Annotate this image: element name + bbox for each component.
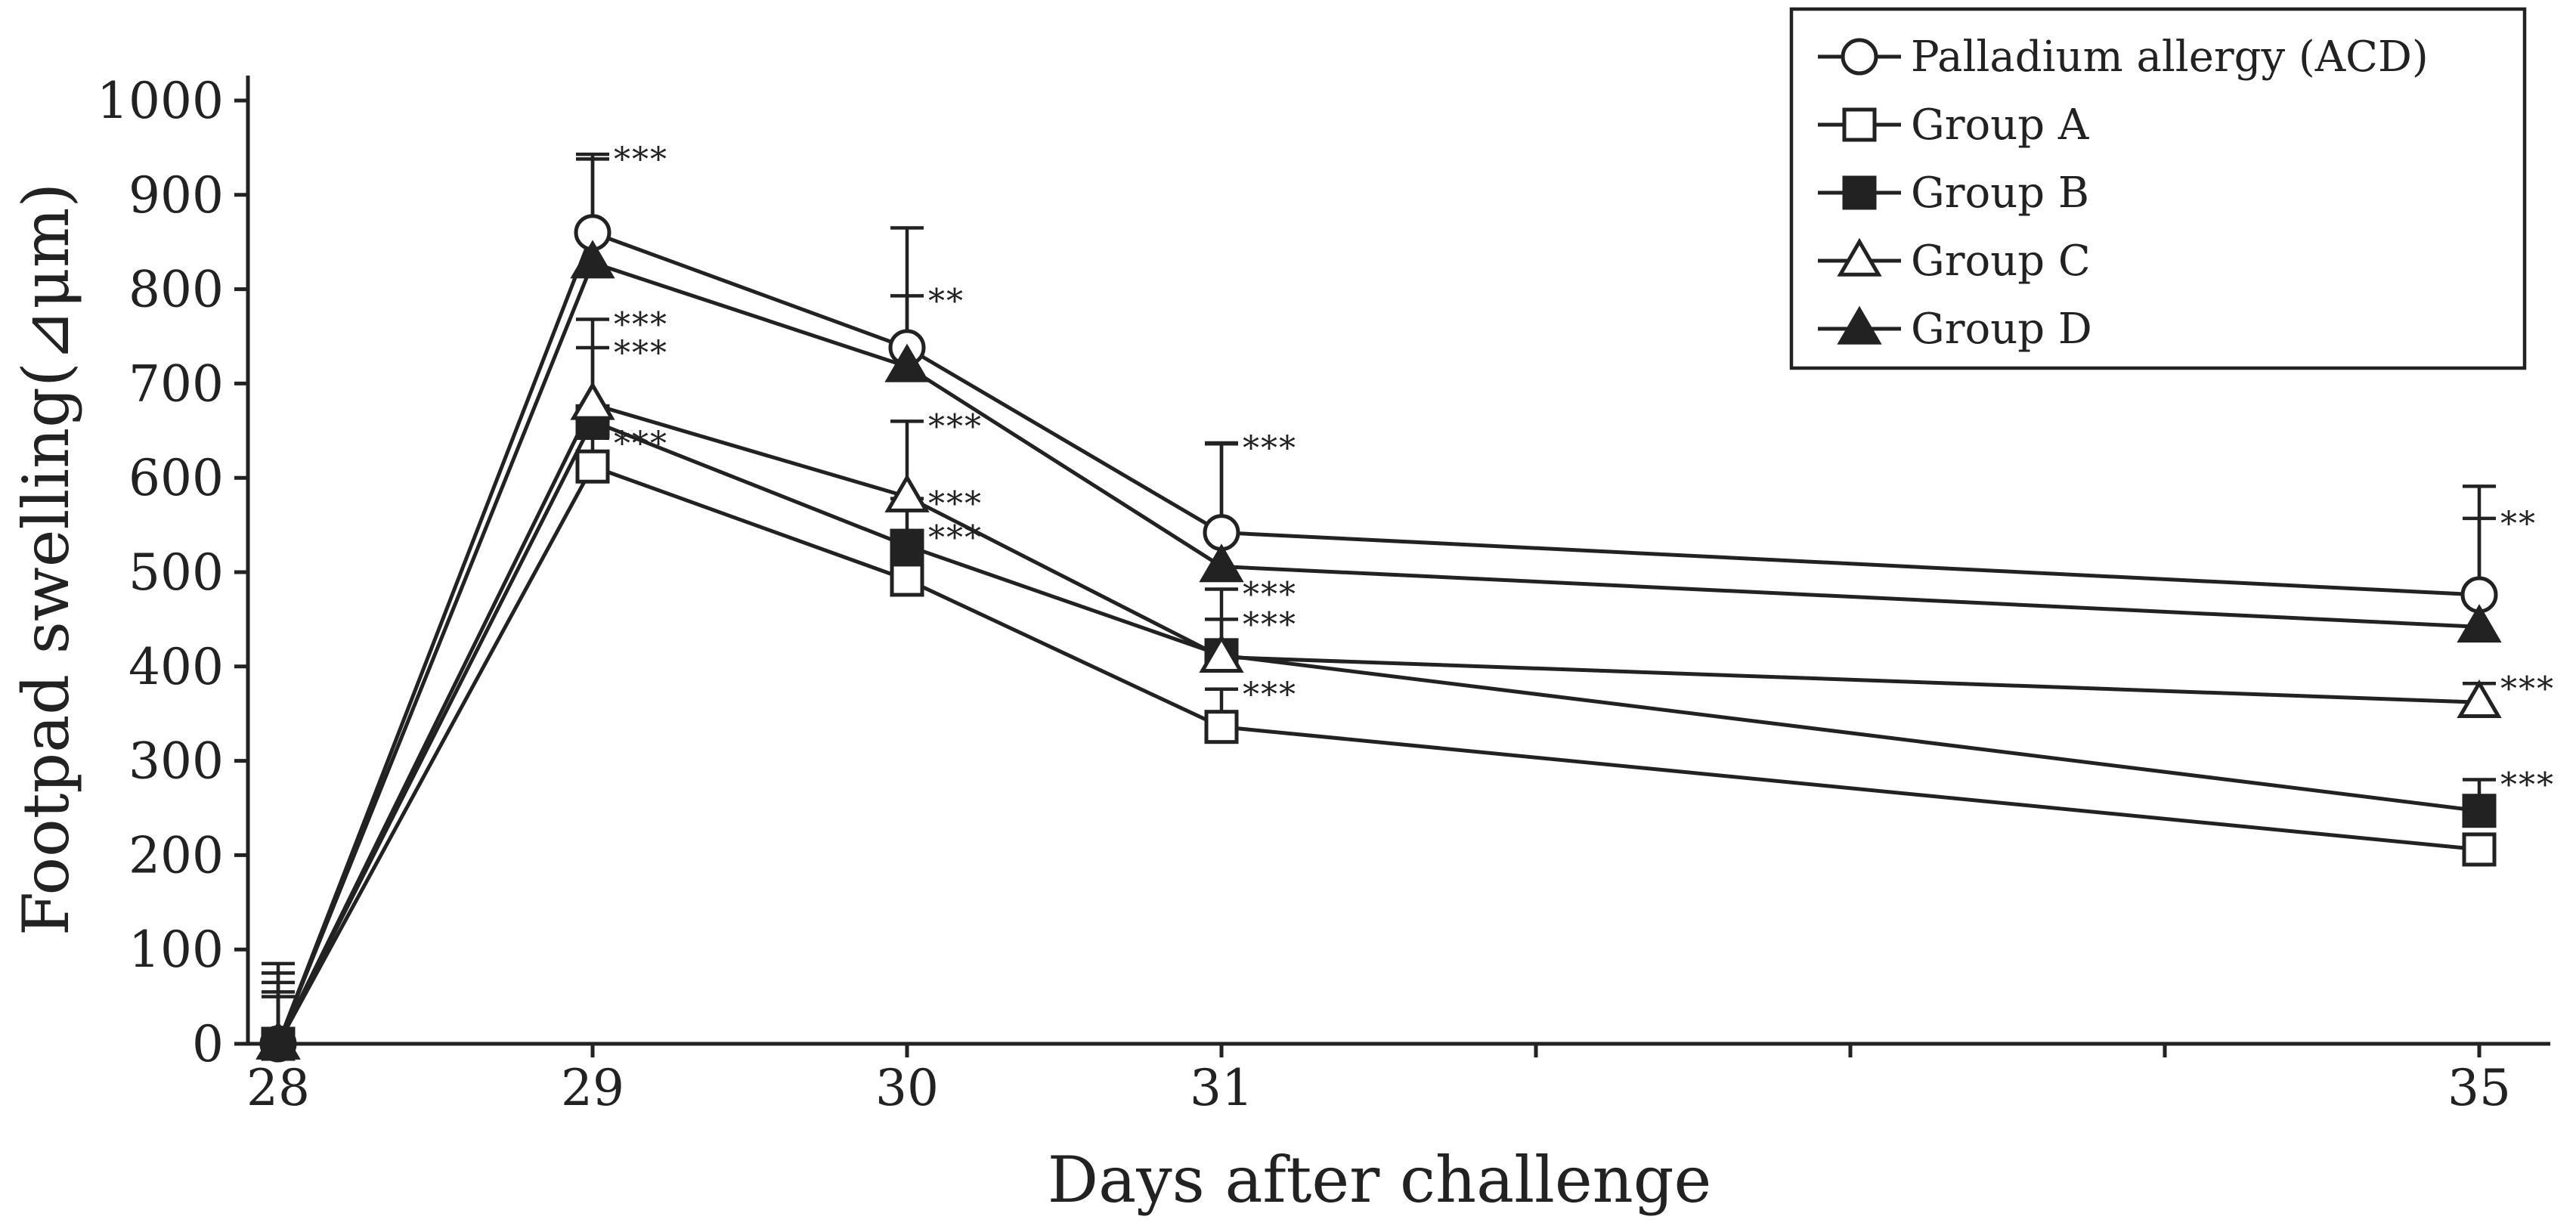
marker-square-filled xyxy=(1842,175,1877,210)
legend-label: Group D xyxy=(1911,305,2092,354)
x-tick-label: 28 xyxy=(246,1059,310,1117)
significance-label: *** xyxy=(928,485,983,524)
legend-label: Group B xyxy=(1911,169,2089,218)
y-tick-label: 400 xyxy=(128,638,224,696)
significance-label: *** xyxy=(1243,605,1297,644)
marker-square-open xyxy=(575,449,610,484)
significance-label: *** xyxy=(2500,766,2555,805)
x-tick-label: 35 xyxy=(2448,1059,2511,1117)
x-tick-label: 29 xyxy=(561,1059,624,1117)
significance-label: *** xyxy=(1243,575,1297,614)
marker-triangle-open xyxy=(2457,679,2502,718)
significance-label: *** xyxy=(614,425,668,463)
y-tick-label: 100 xyxy=(128,921,224,979)
legend: Palladium allergy (ACD) Group A Group B Gro… xyxy=(1789,7,2527,370)
marker-square-open xyxy=(1842,107,1877,142)
y-tick-label: 1000 xyxy=(97,72,224,130)
y-tick-label: 300 xyxy=(128,732,224,791)
significance-label: *** xyxy=(928,519,983,558)
series-line-2 xyxy=(276,419,2480,1045)
marker-circle-open xyxy=(1841,38,1878,76)
marker-square-filled xyxy=(890,528,924,563)
significance-label: *** xyxy=(1243,676,1297,714)
y-tick-label: 0 xyxy=(192,1015,224,1073)
y-tick-label: 600 xyxy=(128,449,224,507)
marker-triangle-open xyxy=(1837,237,1882,277)
marker-triangle-filled xyxy=(1837,305,1882,345)
marker-triangle-filled xyxy=(2457,604,2502,643)
significance-label: *** xyxy=(2500,670,2555,708)
plot-area: ****************************************… xyxy=(255,141,2555,1063)
y-axis-title: Footpad swelling(⊿μm) xyxy=(9,183,83,936)
x-tick-label: 31 xyxy=(1190,1059,1253,1117)
series-line-4 xyxy=(276,260,2480,1045)
marker-triangle-filled xyxy=(884,343,930,382)
marker-square-open xyxy=(890,562,924,597)
significance-label: *** xyxy=(928,407,983,446)
y-tick-label: 200 xyxy=(128,826,224,884)
significance-labels: ****************************************… xyxy=(614,141,2555,805)
marker-triangle-filled xyxy=(1199,543,1244,583)
y-tick-label: 500 xyxy=(128,543,224,602)
legend-label: Palladium allergy (ACD) xyxy=(1911,33,2429,82)
series-line-3 xyxy=(276,401,2480,1045)
x-ticks: 28 29 30 31 35 xyxy=(246,1044,2511,1117)
y-ticks: 0 100 200 300 400 500 600 700 800 900 1000 xyxy=(97,72,248,1073)
x-tick-label: 30 xyxy=(875,1059,939,1117)
y-tick-label: 700 xyxy=(128,354,224,413)
marker-triangle-filled xyxy=(255,1020,301,1060)
significance-label: *** xyxy=(614,141,668,179)
x-axis-title: Days after challenge xyxy=(1048,1143,1711,1217)
significance-label: *** xyxy=(614,306,668,345)
legend-box xyxy=(1789,7,2527,370)
marker-square-open xyxy=(2462,832,2497,867)
marker-triangle-open xyxy=(570,381,615,420)
series-markers xyxy=(255,214,2502,1063)
marker-triangle-open xyxy=(884,473,930,512)
series-line-1 xyxy=(276,464,2480,1045)
y-tick-label: 900 xyxy=(128,166,224,224)
significance-label: *** xyxy=(1243,429,1297,468)
significance-label: ** xyxy=(2500,505,2537,543)
significance-label: *** xyxy=(614,334,668,373)
marker-square-filled xyxy=(2462,794,2497,828)
marker-square-open xyxy=(1204,710,1239,744)
significance-label: ** xyxy=(928,282,964,320)
marker-triangle-open xyxy=(1199,634,1244,673)
marker-triangle-filled xyxy=(570,240,615,279)
y-tick-label: 800 xyxy=(128,261,224,319)
legend-label: Group C xyxy=(1911,237,2091,286)
legend-label: Group A xyxy=(1911,101,2089,150)
